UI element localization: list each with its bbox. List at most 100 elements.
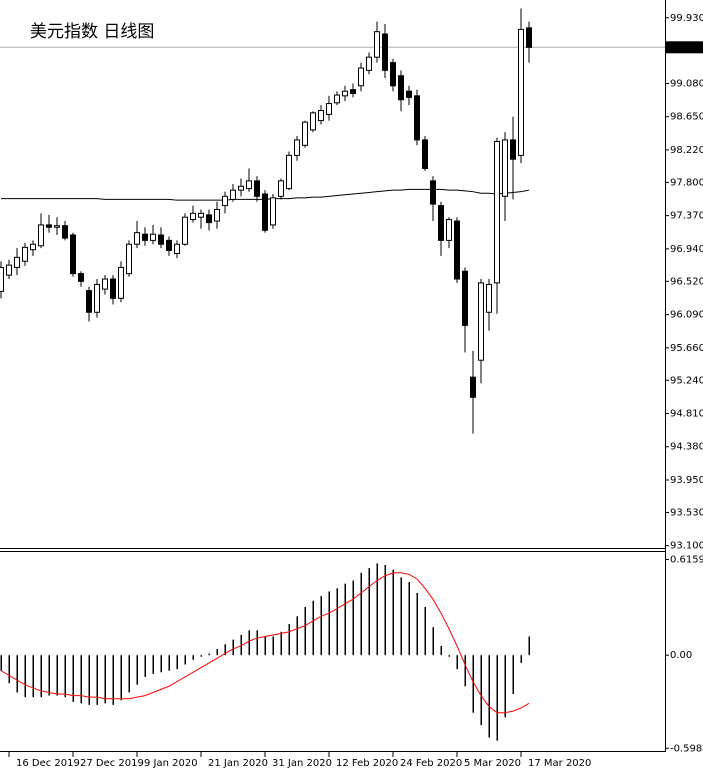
histogram-bar xyxy=(280,631,282,656)
x-tick-label: 12 Feb 2020 xyxy=(336,758,398,769)
histogram-bar xyxy=(400,577,402,656)
histogram-bar xyxy=(80,655,82,704)
histogram-bar xyxy=(480,655,482,726)
candle-body xyxy=(222,195,228,207)
histogram-bar xyxy=(200,655,202,657)
candle-body xyxy=(46,224,52,228)
histogram-bar xyxy=(136,655,138,685)
candle-body xyxy=(118,266,124,299)
histogram-bar xyxy=(168,655,170,671)
histogram-bar xyxy=(352,580,354,656)
candle-body xyxy=(190,212,196,221)
histogram-bar xyxy=(296,616,298,656)
histogram-bar xyxy=(184,655,186,665)
histogram-bar xyxy=(88,655,90,705)
histogram-bar xyxy=(232,639,234,656)
y-tick-label: 0.6159 xyxy=(670,554,703,565)
candle-body xyxy=(62,225,68,239)
histogram-bar xyxy=(344,583,346,656)
candle-body xyxy=(414,95,420,141)
candle-body xyxy=(270,197,276,226)
candle-body xyxy=(198,212,204,218)
candle-body xyxy=(390,62,396,87)
y-tick-label: 96.090 xyxy=(670,310,703,321)
histogram-bar xyxy=(72,655,74,702)
candle-body xyxy=(494,140,500,284)
histogram-bar xyxy=(368,568,370,656)
histogram-bar xyxy=(144,655,146,677)
x-tick-label: 5 Mar 2020 xyxy=(464,758,521,769)
candle-body xyxy=(526,27,532,48)
histogram-bar xyxy=(96,655,98,705)
candle-body xyxy=(302,121,308,146)
candle-body xyxy=(30,243,36,251)
x-tick-label: 31 Jan 2020 xyxy=(272,758,332,769)
candle-body xyxy=(350,89,356,95)
candle-body xyxy=(334,94,340,104)
y-tick-label: 93.530 xyxy=(670,507,703,518)
candle-body xyxy=(262,193,268,231)
candle-body xyxy=(278,180,284,197)
histogram-bar xyxy=(432,627,434,656)
candle-body xyxy=(238,185,244,191)
current-price-label: 99.548 xyxy=(670,42,703,53)
y-tick-label: 98.650 xyxy=(670,112,703,123)
candle-body xyxy=(310,112,316,131)
candle-body xyxy=(182,216,188,245)
histogram-bar xyxy=(496,655,498,741)
candle-body xyxy=(478,282,484,361)
histogram-bar xyxy=(64,655,66,698)
histogram-bar xyxy=(256,630,258,656)
histogram-bar xyxy=(376,563,378,656)
candle-body xyxy=(142,233,148,241)
y-tick-label: 94.380 xyxy=(670,442,703,453)
candle-body xyxy=(422,139,428,169)
histogram-bar xyxy=(392,569,394,656)
y-tick-label: 99.930 xyxy=(670,13,703,24)
histogram-bar xyxy=(248,630,250,656)
candle-body xyxy=(38,224,44,247)
x-tick-label: 17 Mar 2020 xyxy=(528,758,591,769)
histogram-bar xyxy=(360,572,362,656)
histogram-bar xyxy=(504,655,506,718)
histogram-bar xyxy=(48,655,50,696)
histogram-bar xyxy=(472,655,474,713)
histogram-bar xyxy=(264,636,266,656)
histogram-bar xyxy=(464,655,466,687)
y-tick-label: 0.00 xyxy=(670,650,692,661)
candle-body xyxy=(206,214,212,224)
histogram-bar xyxy=(24,655,26,698)
histogram-bar xyxy=(8,655,10,684)
candle-body xyxy=(438,205,444,241)
candle-body xyxy=(86,290,92,313)
candle-body xyxy=(94,283,100,313)
x-tick-label: 16 Dec 2019 xyxy=(16,758,80,769)
candle-body xyxy=(342,90,348,97)
histogram-bar xyxy=(288,624,290,656)
signal-line xyxy=(0,572,530,714)
candle-body xyxy=(134,232,140,245)
histogram-bar xyxy=(456,655,458,670)
y-tick-label: 95.660 xyxy=(670,343,703,354)
histogram-bar xyxy=(0,655,2,671)
histogram-bar xyxy=(40,655,42,698)
current-price-box xyxy=(666,41,703,54)
histogram-bar xyxy=(520,655,522,663)
y-tick-label: 96.940 xyxy=(670,244,703,255)
candle-body xyxy=(286,154,292,190)
histogram-bar xyxy=(240,634,242,656)
candle-body xyxy=(166,239,172,251)
candle-body xyxy=(14,256,20,268)
histogram-bar xyxy=(208,653,210,656)
candle-body xyxy=(54,225,60,228)
candle-body xyxy=(374,31,380,58)
histogram-bar xyxy=(120,655,122,701)
histogram-bar xyxy=(512,655,514,695)
y-tick-label: -0.5988 xyxy=(670,743,703,754)
candle-body xyxy=(382,33,388,71)
candle-body xyxy=(486,283,492,313)
candle-body xyxy=(462,270,468,326)
candle-body xyxy=(126,243,132,275)
histogram-bar xyxy=(320,596,322,656)
